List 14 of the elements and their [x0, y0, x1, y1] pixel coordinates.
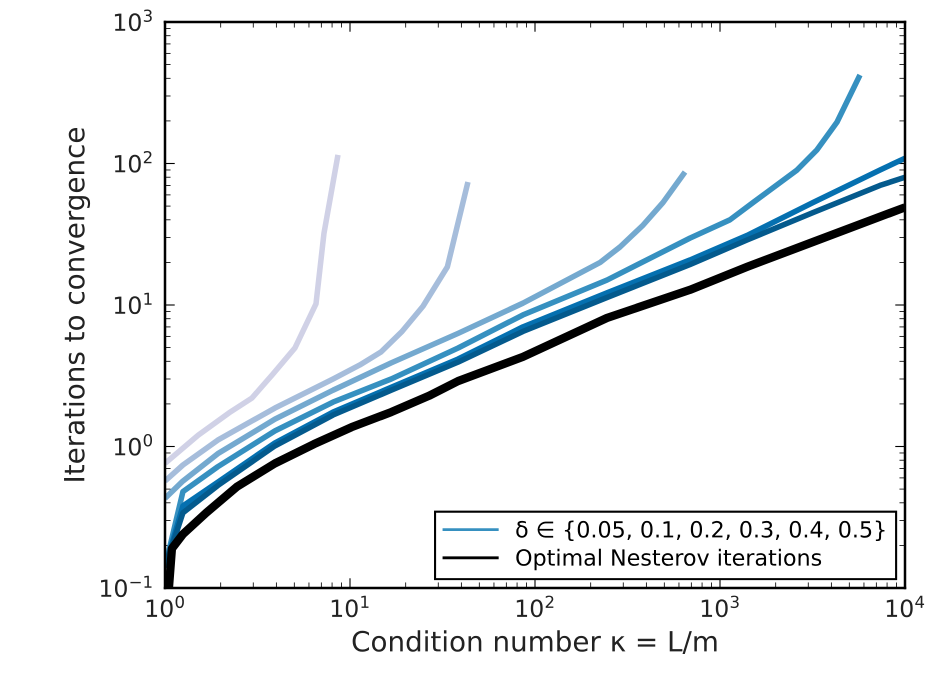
y-tick-label: 10$^{−1}$ [100, 576, 152, 598]
y-tick-label: 10$^{0}$ [114, 434, 152, 456]
y-axis-title: Iterations to convergence [63, 128, 90, 481]
x-tick-label: 10$^{4}$ [886, 596, 924, 618]
legend-label: δ ∈ {0.05, 0.1, 0.2, 0.3, 0.4, 0.5} [516, 520, 884, 542]
legend-label: Optimal Nesterov iterations [516, 548, 822, 570]
x-tick-label: 10$^{3}$ [702, 596, 739, 618]
x-tick-label: 10$^{0}$ [146, 596, 184, 618]
y-tick-label: 10$^{2}$ [114, 150, 152, 173]
y-tick-label: 10$^{1}$ [114, 292, 152, 314]
x-axis-title: Condition number κ = L/m [352, 630, 717, 654]
x-tick-label: 10$^{1}$ [332, 596, 368, 618]
y-tick-label: 10$^{3}$ [114, 9, 152, 32]
x-tick-label: 10$^{2}$ [516, 596, 554, 618]
